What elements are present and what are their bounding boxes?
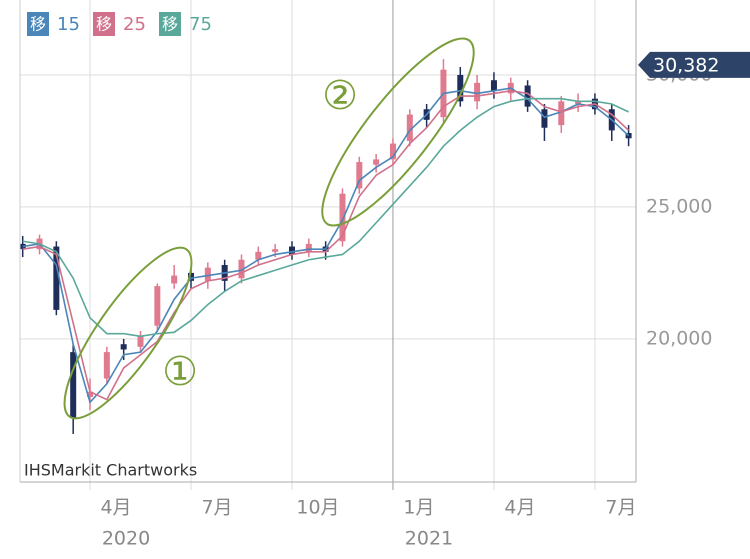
candle-body [305,243,312,252]
candle-body [575,101,582,104]
candle-body [524,85,531,107]
candle-body [558,101,565,126]
candle-body [339,193,346,242]
candle-body [272,249,279,252]
legend-period: 15 [57,14,80,35]
legend-label: 移 [30,15,46,34]
price-tag-label: 30,382 [653,54,719,76]
x-tick-label: 4月 [504,497,535,519]
legend-period: 75 [189,14,212,35]
price-tag [638,51,750,78]
candle-body [53,246,60,310]
annotation: ② [322,73,358,119]
axes: 20,00025,00030,0004月7月10月1月4月7月202020213… [100,51,750,550]
legend: 移 15 移 25 移 75 [27,12,212,36]
candle-body [154,286,161,326]
candle-body [457,74,464,102]
x-tick-label: 7月 [605,497,636,519]
candle-body [288,246,295,255]
x-tick-label: 1月 [403,497,434,519]
year-label: 2021 [405,528,453,550]
candle-body [171,275,178,284]
legend-swatch [93,12,115,36]
candle-body [490,80,497,91]
candle-body [389,143,396,160]
year-label: 2020 [102,528,150,550]
legend-swatch [27,12,49,36]
y-tick-label: 25,000 [646,195,712,217]
legend-label: 移 [162,15,178,34]
candle-body [238,259,245,279]
highlight-ellipse [321,37,475,227]
annotation: ① [162,349,198,395]
candle-body [541,109,548,128]
candle-body [120,344,127,350]
candle-body [255,251,262,260]
legend-swatch [159,12,181,36]
candle-body [70,352,77,419]
x-tick-label: 4月 [100,497,131,519]
candle-body [204,267,211,281]
candle-body [103,352,110,379]
candle-body [474,82,481,102]
x-tick-label: 10月 [296,497,339,519]
candle-body [406,114,413,141]
moving-average-line [22,97,629,338]
legend-period: 25 [123,14,146,35]
candle-body [137,336,144,347]
x-tick-label: 7月 [201,497,232,519]
y-tick-label: 20,000 [646,327,712,349]
plot [19,59,632,434]
source-label: IHSMarkit Chartworks [24,461,197,480]
highlight-ellipse [63,246,193,420]
legend-label: 移 [96,15,112,34]
moving-average-line [22,89,630,401]
candle-body [373,159,380,165]
candle-body [356,162,363,189]
candle-body [87,391,94,397]
candle-body [187,272,194,281]
